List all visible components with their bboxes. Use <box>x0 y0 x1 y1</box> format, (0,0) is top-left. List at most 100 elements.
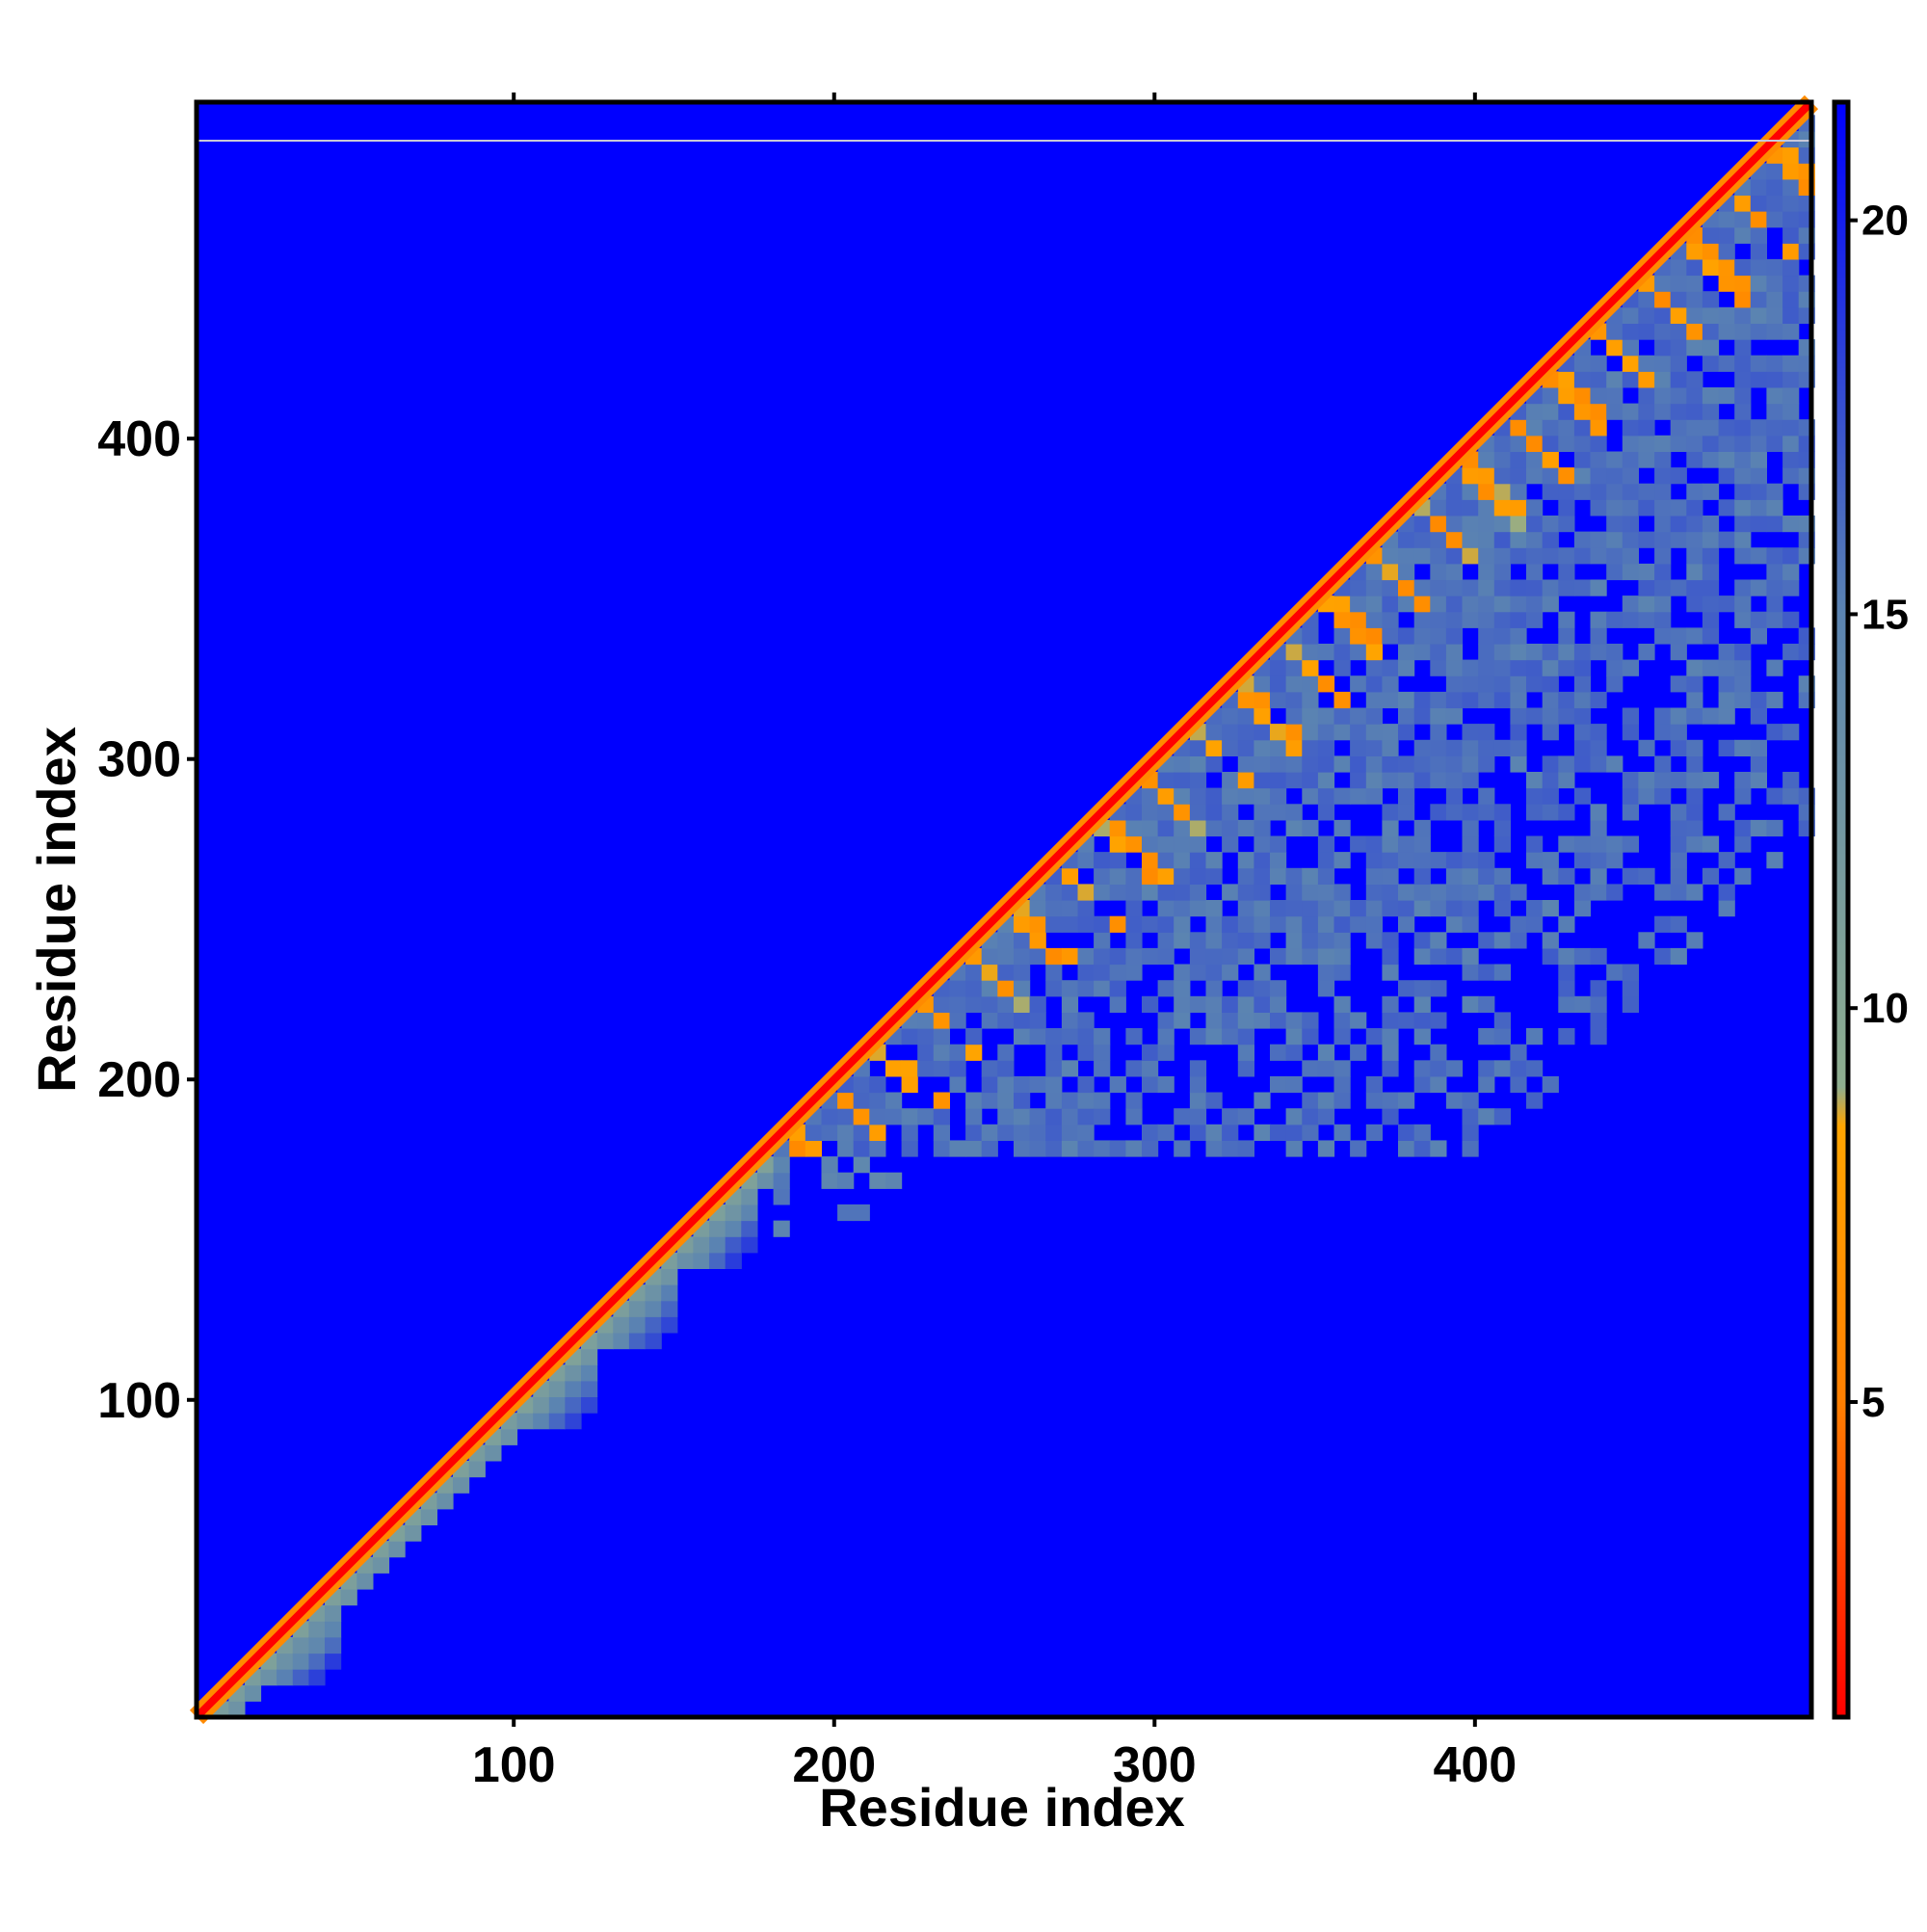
heatmap-cell <box>1573 755 1592 773</box>
heatmap-cell <box>1686 627 1703 645</box>
heatmap-cell <box>565 1380 582 1397</box>
heatmap-cell <box>1478 483 1495 500</box>
heatmap-cell <box>1654 499 1672 516</box>
heatmap-cell <box>1606 371 1623 388</box>
heatmap-cell <box>1558 516 1575 533</box>
heatmap-cell <box>1542 659 1559 676</box>
heatmap-cell <box>1189 995 1207 1013</box>
heatmap-cell <box>933 1012 950 1029</box>
heatmap-cell <box>1237 1012 1254 1029</box>
heatmap-cell <box>1493 483 1511 500</box>
heatmap-cell <box>1510 595 1527 613</box>
heatmap-cell <box>1317 852 1335 869</box>
heatmap-cell <box>1302 867 1319 885</box>
heatmap-cell <box>1462 900 1479 917</box>
heatmap-cell <box>1702 226 1720 244</box>
heatmap-cell <box>1526 804 1544 821</box>
heatmap-cell <box>1270 659 1287 676</box>
heatmap-cell <box>1189 804 1207 821</box>
heatmap-cell <box>1462 579 1479 596</box>
heatmap-cell <box>1237 691 1254 709</box>
heatmap-cell <box>1333 1060 1351 1077</box>
heatmap-cell <box>1702 387 1720 405</box>
heatmap-cell <box>741 1220 758 1237</box>
heatmap-cell <box>1526 787 1544 805</box>
heatmap-cell <box>1510 516 1527 533</box>
heatmap-cell <box>1590 995 1607 1013</box>
heatmap-cell <box>1382 563 1399 581</box>
heatmap-cell <box>1622 499 1639 516</box>
heatmap-cell <box>1237 867 1254 885</box>
heatmap-cell <box>1174 852 1191 869</box>
heatmap-cell <box>1510 483 1527 500</box>
heatmap-cell <box>661 1300 678 1317</box>
heatmap-cell <box>1222 707 1239 725</box>
heatmap-cell <box>885 1108 903 1125</box>
heatmap-cell <box>1526 579 1544 596</box>
heatmap-cell <box>1766 306 1783 324</box>
heatmap-cell <box>1622 403 1639 420</box>
heatmap-cell <box>1094 915 1111 933</box>
heatmap-cell <box>1237 707 1254 725</box>
heatmap-cell <box>1718 691 1735 709</box>
heatmap-cell <box>1654 595 1672 613</box>
heatmap-cell <box>1606 852 1623 869</box>
heatmap-cell <box>1622 787 1639 805</box>
heatmap-cell <box>1734 659 1752 676</box>
heatmap-cell <box>1622 611 1639 628</box>
heatmap-cell <box>1462 483 1479 500</box>
heatmap-cell <box>1734 467 1752 485</box>
heatmap-cell <box>981 947 998 966</box>
heatmap-cell <box>1734 867 1752 885</box>
heatmap-cell <box>837 1140 855 1157</box>
heatmap-cell <box>1061 1060 1079 1077</box>
heatmap-cell <box>325 1653 342 1670</box>
heatmap-cell <box>1014 1028 1031 1045</box>
heatmap-cell <box>325 1636 342 1654</box>
heatmap-cell <box>1061 1012 1079 1029</box>
heatmap-cell <box>1270 1044 1287 1061</box>
heatmap-cell <box>1718 275 1735 292</box>
heatmap-cell <box>853 1124 870 1141</box>
heatmap-cell <box>1638 644 1655 661</box>
heatmap-cell <box>1478 964 1495 981</box>
heatmap-cell <box>901 1075 918 1094</box>
heatmap-cell <box>1766 659 1783 676</box>
heatmap-cell <box>1350 835 1367 853</box>
heatmap-cell <box>388 1541 406 1558</box>
heatmap-cell <box>1734 835 1752 853</box>
heatmap-cell <box>1526 531 1544 548</box>
heatmap-cell <box>1254 900 1271 917</box>
heatmap-cell <box>1573 403 1592 420</box>
heatmap-cell <box>1045 915 1063 933</box>
heatmap-cell <box>1365 932 1383 949</box>
heatmap-cell <box>1077 915 1095 933</box>
heatmap-cell <box>693 1252 710 1269</box>
heatmap-cell <box>1445 483 1464 500</box>
heatmap-cell <box>1077 947 1095 966</box>
heatmap-cell <box>1654 291 1672 308</box>
heatmap-cell <box>1718 707 1735 725</box>
heatmap-cell <box>1734 387 1752 405</box>
heatmap-cell <box>1045 947 1063 966</box>
heatmap-cell <box>1718 900 1735 917</box>
heatmap-cell <box>1430 884 1447 901</box>
heatmap-cell <box>1222 884 1239 901</box>
heatmap-cell <box>1766 483 1783 500</box>
heatmap-cell <box>1430 804 1447 821</box>
heatmap-cell <box>1702 291 1720 308</box>
heatmap-cell <box>1590 403 1607 420</box>
heatmap-cell <box>1493 1060 1511 1077</box>
heatmap-cell <box>1670 915 1687 933</box>
heatmap-cell <box>1254 724 1271 741</box>
heatmap-cell <box>1478 595 1495 613</box>
heatmap-cell <box>1686 835 1703 853</box>
heatmap-cell <box>1670 435 1687 452</box>
heatmap-cell <box>1333 787 1351 805</box>
heatmap-cell <box>1782 787 1800 805</box>
heatmap-cell <box>1413 547 1431 565</box>
heatmap-cell <box>1365 884 1383 901</box>
heatmap-cell <box>1109 819 1126 837</box>
heatmap-cell <box>1462 1140 1479 1157</box>
heatmap-cell <box>1622 371 1639 388</box>
